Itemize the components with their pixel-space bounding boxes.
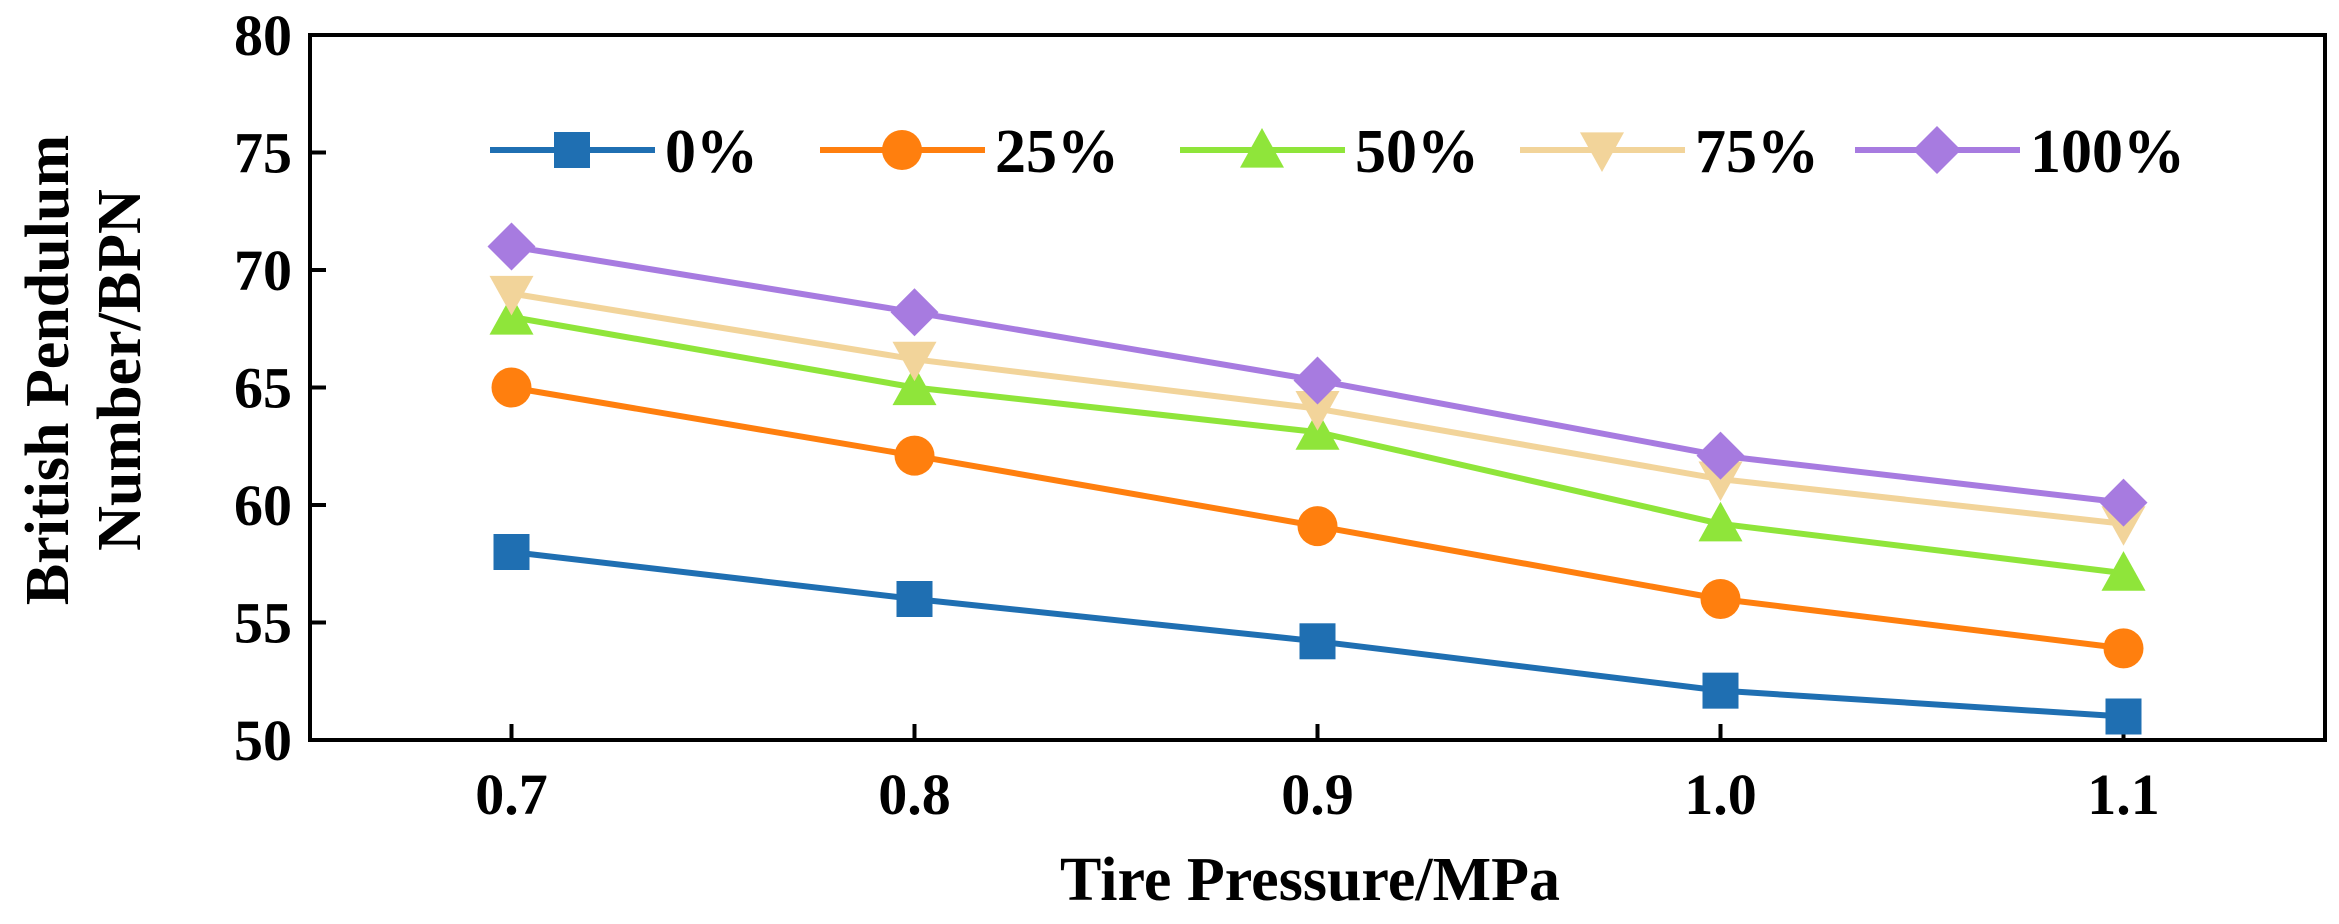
x-axis-title: Tire Pressure/MPa <box>1060 846 1560 914</box>
series-1 <box>493 534 2142 735</box>
data-point <box>487 222 536 271</box>
y-tick-label: 50 <box>234 708 292 773</box>
data-point <box>1698 501 1743 542</box>
x-tick-label: 1.1 <box>2087 762 2160 827</box>
series-3 <box>489 295 2146 591</box>
data-point <box>1698 461 1743 502</box>
data-point <box>1297 506 1338 547</box>
legend-swatch-marker <box>1240 128 1284 168</box>
x-tick-label: 0.8 <box>878 762 951 827</box>
legend-label: 50% <box>1355 118 1479 186</box>
legend-item: 100% <box>1855 118 2185 186</box>
data-point <box>1299 623 1336 660</box>
series-group <box>487 222 2148 735</box>
legend-swatch-marker <box>1913 126 1961 174</box>
legend-item: 50% <box>1180 118 1479 186</box>
legend-swatch-marker <box>882 130 922 170</box>
data-point <box>896 581 933 617</box>
data-point <box>892 365 937 406</box>
data-point <box>2101 551 2146 591</box>
legend-item: 75% <box>1520 118 1819 186</box>
ticks-group: 50 55 60 65 70 75 80 0.7 0.8 0.9 1.0 1.1 <box>234 3 2160 827</box>
legend-label: 100% <box>2030 118 2185 186</box>
legend-label: 75% <box>1695 118 1819 186</box>
data-point <box>1293 356 1342 405</box>
data-point <box>1295 391 1340 431</box>
y-tick-label: 80 <box>234 3 292 68</box>
data-point <box>491 367 532 408</box>
legend: 0% 25% 50% 75% 100% <box>490 118 2185 186</box>
data-point <box>2105 698 2142 735</box>
data-point <box>1700 579 1741 619</box>
y-tick-label: 70 <box>234 238 292 303</box>
legend-swatch-marker <box>1580 132 1624 172</box>
series-5 <box>487 222 2148 527</box>
x-tick-label: 0.7 <box>475 762 548 827</box>
y-tick-label: 75 <box>234 121 292 186</box>
series-4 <box>489 275 2146 546</box>
data-point <box>493 534 530 570</box>
legend-label: 0% <box>665 118 758 186</box>
y-axis-title-line-1: British Pendulum <box>14 135 82 605</box>
x-tick-label: 0.9 <box>1281 762 1354 827</box>
series-2 <box>491 367 2144 669</box>
legend-item: 25% <box>820 118 1119 186</box>
y-axis-title-line-2: Number/BPN <box>86 189 154 551</box>
data-point <box>489 275 534 316</box>
data-point <box>1696 431 1745 480</box>
data-point <box>894 435 935 476</box>
data-point <box>2099 478 2148 527</box>
y-tick-label: 60 <box>234 473 292 538</box>
data-point <box>1702 672 1739 709</box>
legend-item: 0% <box>490 118 758 186</box>
data-point <box>890 288 939 337</box>
data-point <box>892 341 937 382</box>
x-tick-label: 1.0 <box>1684 762 1757 827</box>
y-tick-label: 55 <box>234 591 292 656</box>
data-point <box>2103 628 2144 669</box>
y-tick-label: 65 <box>234 356 292 421</box>
legend-swatch-marker <box>554 132 590 168</box>
legend-label: 25% <box>995 118 1119 186</box>
